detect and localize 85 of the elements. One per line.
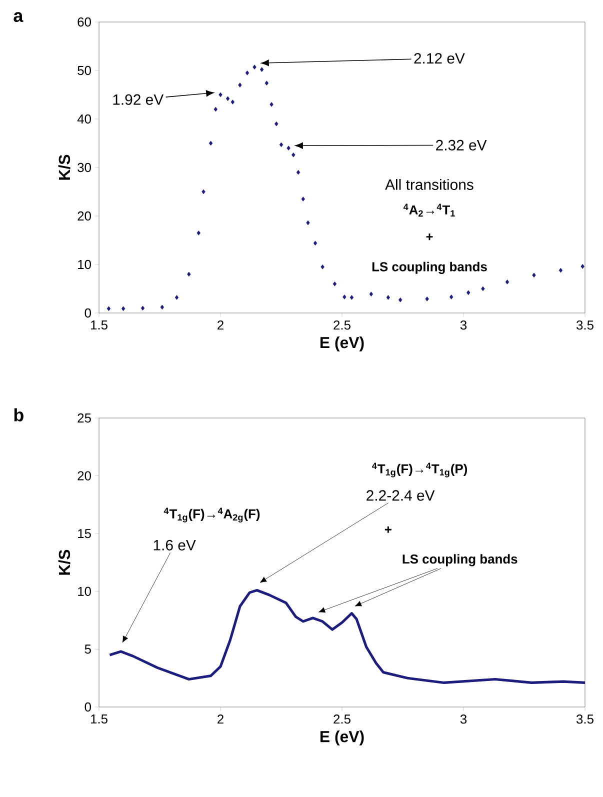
annotation: $^{4}$T$_{1g}$(F)→$^{4}$T$_{1g}$(P) [372, 462, 468, 478]
point [264, 80, 269, 86]
point [320, 264, 324, 270]
point [558, 268, 563, 273]
point [580, 264, 584, 269]
point [313, 240, 318, 246]
point [270, 102, 274, 107]
y-tick-label: 40 [77, 114, 91, 124]
point [274, 121, 278, 126]
point [532, 272, 536, 278]
annotation: + [384, 526, 392, 533]
point [286, 146, 290, 150]
point [450, 294, 454, 300]
point [425, 296, 429, 302]
point [160, 304, 164, 310]
y-tick-label: 25 [78, 413, 91, 423]
annotation: 2.2-2.4 eV [366, 490, 435, 501]
x-tick-label: 2 [218, 320, 224, 330]
y-tick-label: 10 [78, 260, 91, 270]
y-tick-label: 0 [84, 308, 91, 318]
annotation: 2.32 eV [436, 140, 487, 150]
annotation: 1.6 eV [154, 540, 196, 550]
y-tick-label: 20 [78, 211, 91, 221]
x-tick-label: 2.5 [334, 714, 350, 724]
x-tick-label: 3 [460, 320, 467, 330]
point [369, 292, 374, 296]
point [230, 100, 234, 104]
x-tick-label: 2 [218, 714, 224, 724]
y-axis-title: K/S [58, 550, 70, 575]
y-axis-title: K/S [58, 154, 70, 180]
x-tick-label: 3 [460, 714, 467, 724]
point [214, 106, 218, 112]
point [292, 152, 296, 158]
point [106, 306, 111, 312]
point [245, 70, 250, 76]
x-tick-label: 1.5 [90, 714, 108, 724]
y-tick-label: 10 [78, 586, 91, 596]
point [140, 306, 145, 311]
point [279, 142, 284, 148]
point [505, 280, 510, 284]
point [238, 82, 242, 88]
point [202, 189, 206, 194]
annotation: All transitions [385, 178, 474, 190]
y-tick-label: 0 [84, 702, 91, 712]
point [386, 295, 390, 300]
point [218, 92, 222, 98]
line-series [108, 588, 586, 684]
annotation: 2.12 eV [414, 53, 465, 64]
x-tick-label: 1.5 [90, 320, 108, 330]
annotation: $^{4}$A$_{2}$→$^{4}$T$_{1}$ [403, 204, 455, 217]
point [296, 170, 300, 175]
point [208, 140, 213, 146]
x-tick-label: 3.5 [576, 320, 594, 330]
point [306, 220, 310, 226]
y-tick-label: 50 [78, 66, 91, 76]
y-tick-label: 60 [78, 17, 91, 27]
point [398, 298, 402, 302]
y-tick-label: 5 [84, 644, 91, 654]
chart-title: a [14, 12, 24, 22]
annotation: 1.92 eV [113, 94, 164, 105]
point [466, 290, 470, 296]
point [196, 230, 200, 236]
point [342, 294, 346, 300]
point [332, 282, 337, 286]
point [252, 64, 256, 70]
annotation: LS coupling bands [402, 554, 518, 566]
x-tick-label: 2.5 [334, 320, 350, 330]
annotation: $^{4}$T$_{1g}$(F)→$^{4}$A$_{2g}$(F) [164, 508, 260, 522]
annotation: + [426, 234, 433, 240]
point [174, 295, 179, 300]
y-tick-label: 15 [78, 529, 91, 538]
y-tick-label: 20 [78, 471, 91, 480]
point [260, 67, 264, 72]
annotation: LS coupling bands [372, 262, 487, 274]
x-tick-label: 3.5 [576, 714, 594, 724]
x-axis-title: E (eV) [320, 730, 364, 746]
chart-title: b [14, 408, 24, 422]
point [121, 306, 126, 312]
y-tick-label: 30 [78, 162, 91, 172]
x-axis-title: E (eV) [320, 336, 364, 352]
point [301, 196, 305, 202]
point [481, 286, 485, 292]
point [187, 272, 191, 277]
point [226, 96, 230, 102]
point [350, 295, 354, 300]
